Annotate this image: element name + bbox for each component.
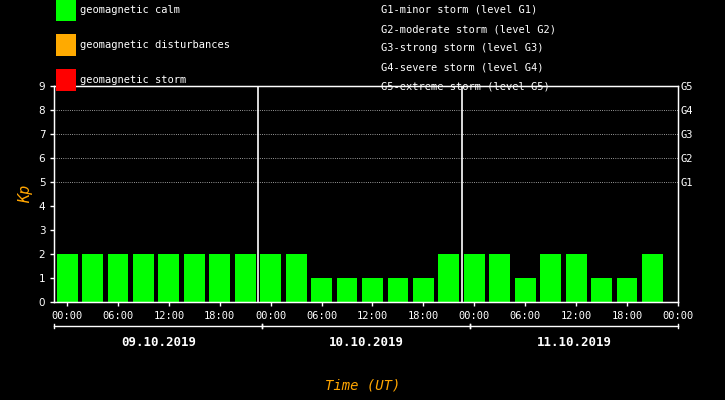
Bar <box>260 254 281 302</box>
Text: G5-extreme storm (level G5): G5-extreme storm (level G5) <box>381 82 550 92</box>
Bar <box>616 278 637 302</box>
Bar <box>286 254 307 302</box>
Text: G3-strong storm (level G3): G3-strong storm (level G3) <box>381 43 543 53</box>
Bar <box>311 278 332 302</box>
Bar <box>362 278 383 302</box>
Bar <box>387 278 408 302</box>
Bar <box>210 254 231 302</box>
Bar <box>439 254 459 302</box>
Bar <box>591 278 612 302</box>
Text: 11.10.2019: 11.10.2019 <box>536 336 611 348</box>
Bar <box>642 254 663 302</box>
Text: geomagnetic storm: geomagnetic storm <box>80 76 186 86</box>
Text: geomagnetic disturbances: geomagnetic disturbances <box>80 40 230 50</box>
Bar <box>82 254 103 302</box>
Text: G2-moderate storm (level G2): G2-moderate storm (level G2) <box>381 24 555 34</box>
Text: geomagnetic calm: geomagnetic calm <box>80 5 180 15</box>
Bar <box>464 254 485 302</box>
Bar <box>133 254 154 302</box>
Text: 09.10.2019: 09.10.2019 <box>121 336 196 348</box>
Bar <box>566 254 587 302</box>
Bar <box>413 278 434 302</box>
Bar <box>336 278 357 302</box>
Bar <box>489 254 510 302</box>
Text: 10.10.2019: 10.10.2019 <box>328 336 404 348</box>
Text: G1-minor storm (level G1): G1-minor storm (level G1) <box>381 5 537 15</box>
Text: G4-severe storm (level G4): G4-severe storm (level G4) <box>381 63 543 73</box>
Bar <box>107 254 128 302</box>
Bar <box>159 254 179 302</box>
Bar <box>235 254 256 302</box>
Bar <box>540 254 561 302</box>
Text: Time (UT): Time (UT) <box>325 379 400 393</box>
Bar <box>57 254 78 302</box>
Bar <box>515 278 536 302</box>
Bar <box>184 254 204 302</box>
Y-axis label: Kp: Kp <box>18 185 33 203</box>
